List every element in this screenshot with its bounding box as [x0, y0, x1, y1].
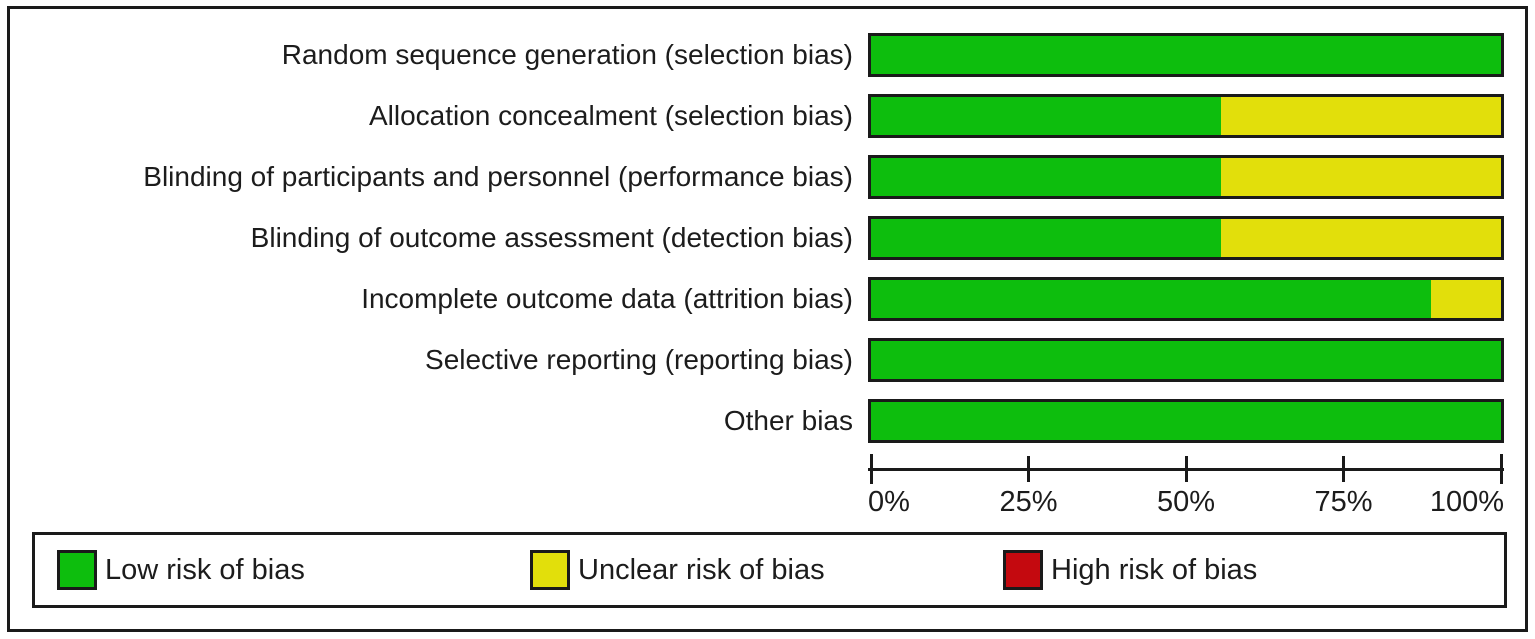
bar-segment-low-risk — [871, 341, 1501, 379]
bar-segment-low-risk — [871, 97, 1222, 135]
legend-item-label: Low risk of bias — [105, 553, 305, 586]
x-tick — [1027, 456, 1030, 482]
x-tick — [1342, 456, 1345, 482]
category-label: Selective reporting (reporting bias) — [425, 344, 853, 375]
x-tick-label: 0% — [868, 486, 910, 518]
x-tick-label: 25% — [999, 486, 1058, 518]
bar-track — [868, 216, 1504, 260]
category-label: Other bias — [723, 405, 853, 436]
category-label: Incomplete outcome data (attrition bias) — [361, 283, 853, 314]
legend-swatch-low-risk — [57, 550, 97, 590]
bar-row: Random sequence generation (selection bi… — [10, 33, 1525, 77]
category-label: Random sequence generation (selection bi… — [281, 39, 853, 70]
bar-row: Selective reporting (reporting bias) — [10, 338, 1525, 382]
x-tick-label: 50% — [1156, 486, 1216, 518]
bar-row: Blinding of participants and personnel (… — [10, 155, 1525, 199]
bar-row: Other bias — [10, 399, 1525, 443]
bar-row: Allocation concealment (selection bias) — [10, 94, 1525, 138]
x-tick — [1499, 454, 1503, 484]
legend-item-label: Unclear risk of bias — [578, 553, 825, 586]
x-tick-label: 75% — [1314, 486, 1373, 518]
category-label: Blinding of participants and personnel (… — [143, 161, 853, 192]
bar-segment-low-risk — [871, 158, 1222, 196]
bar-segment-low-risk — [871, 36, 1501, 74]
x-axis: 0% 25% 50% 75% 100% — [868, 454, 1504, 518]
legend-item-low-risk: Low risk of bias — [57, 550, 305, 590]
bar-track — [868, 94, 1504, 138]
bar-segment-unclear-risk — [1221, 158, 1501, 196]
bar-track — [868, 399, 1504, 443]
category-label: Allocation concealment (selection bias) — [368, 100, 853, 131]
bar-segment-unclear-risk — [1221, 97, 1501, 135]
legend-item-high-risk: High risk of bias — [1003, 550, 1257, 590]
legend: Low risk of bias Unclear risk of bias High… — [32, 532, 1507, 608]
x-tick — [1184, 456, 1188, 482]
x-tick — [869, 454, 873, 484]
legend-item-label: High risk of bias — [1051, 553, 1258, 586]
bar-row: Incomplete outcome data (attrition bias) — [10, 277, 1525, 321]
bar-track — [868, 155, 1504, 199]
bar-segment-low-risk — [871, 402, 1501, 440]
bar-row: Blinding of outcome assessment (detectio… — [10, 216, 1525, 260]
bar-segment-low-risk — [871, 219, 1222, 257]
category-label: Blinding of outcome assessment (detectio… — [250, 222, 853, 253]
bar-track — [868, 277, 1504, 321]
bar-track — [868, 338, 1504, 382]
bar-segment-low-risk — [871, 280, 1432, 318]
legend-swatch-unclear-risk — [530, 550, 570, 590]
x-tick-label: 100% — [1429, 486, 1504, 518]
legend-item-unclear-risk: Unclear risk of bias — [530, 550, 825, 590]
bar-segment-unclear-risk — [1221, 219, 1501, 257]
bar-track — [868, 33, 1504, 77]
legend-swatch-high-risk — [1003, 550, 1043, 590]
bar-segment-unclear-risk — [1431, 280, 1501, 318]
figure-frame: Random sequence generation (selection bi… — [7, 6, 1528, 632]
